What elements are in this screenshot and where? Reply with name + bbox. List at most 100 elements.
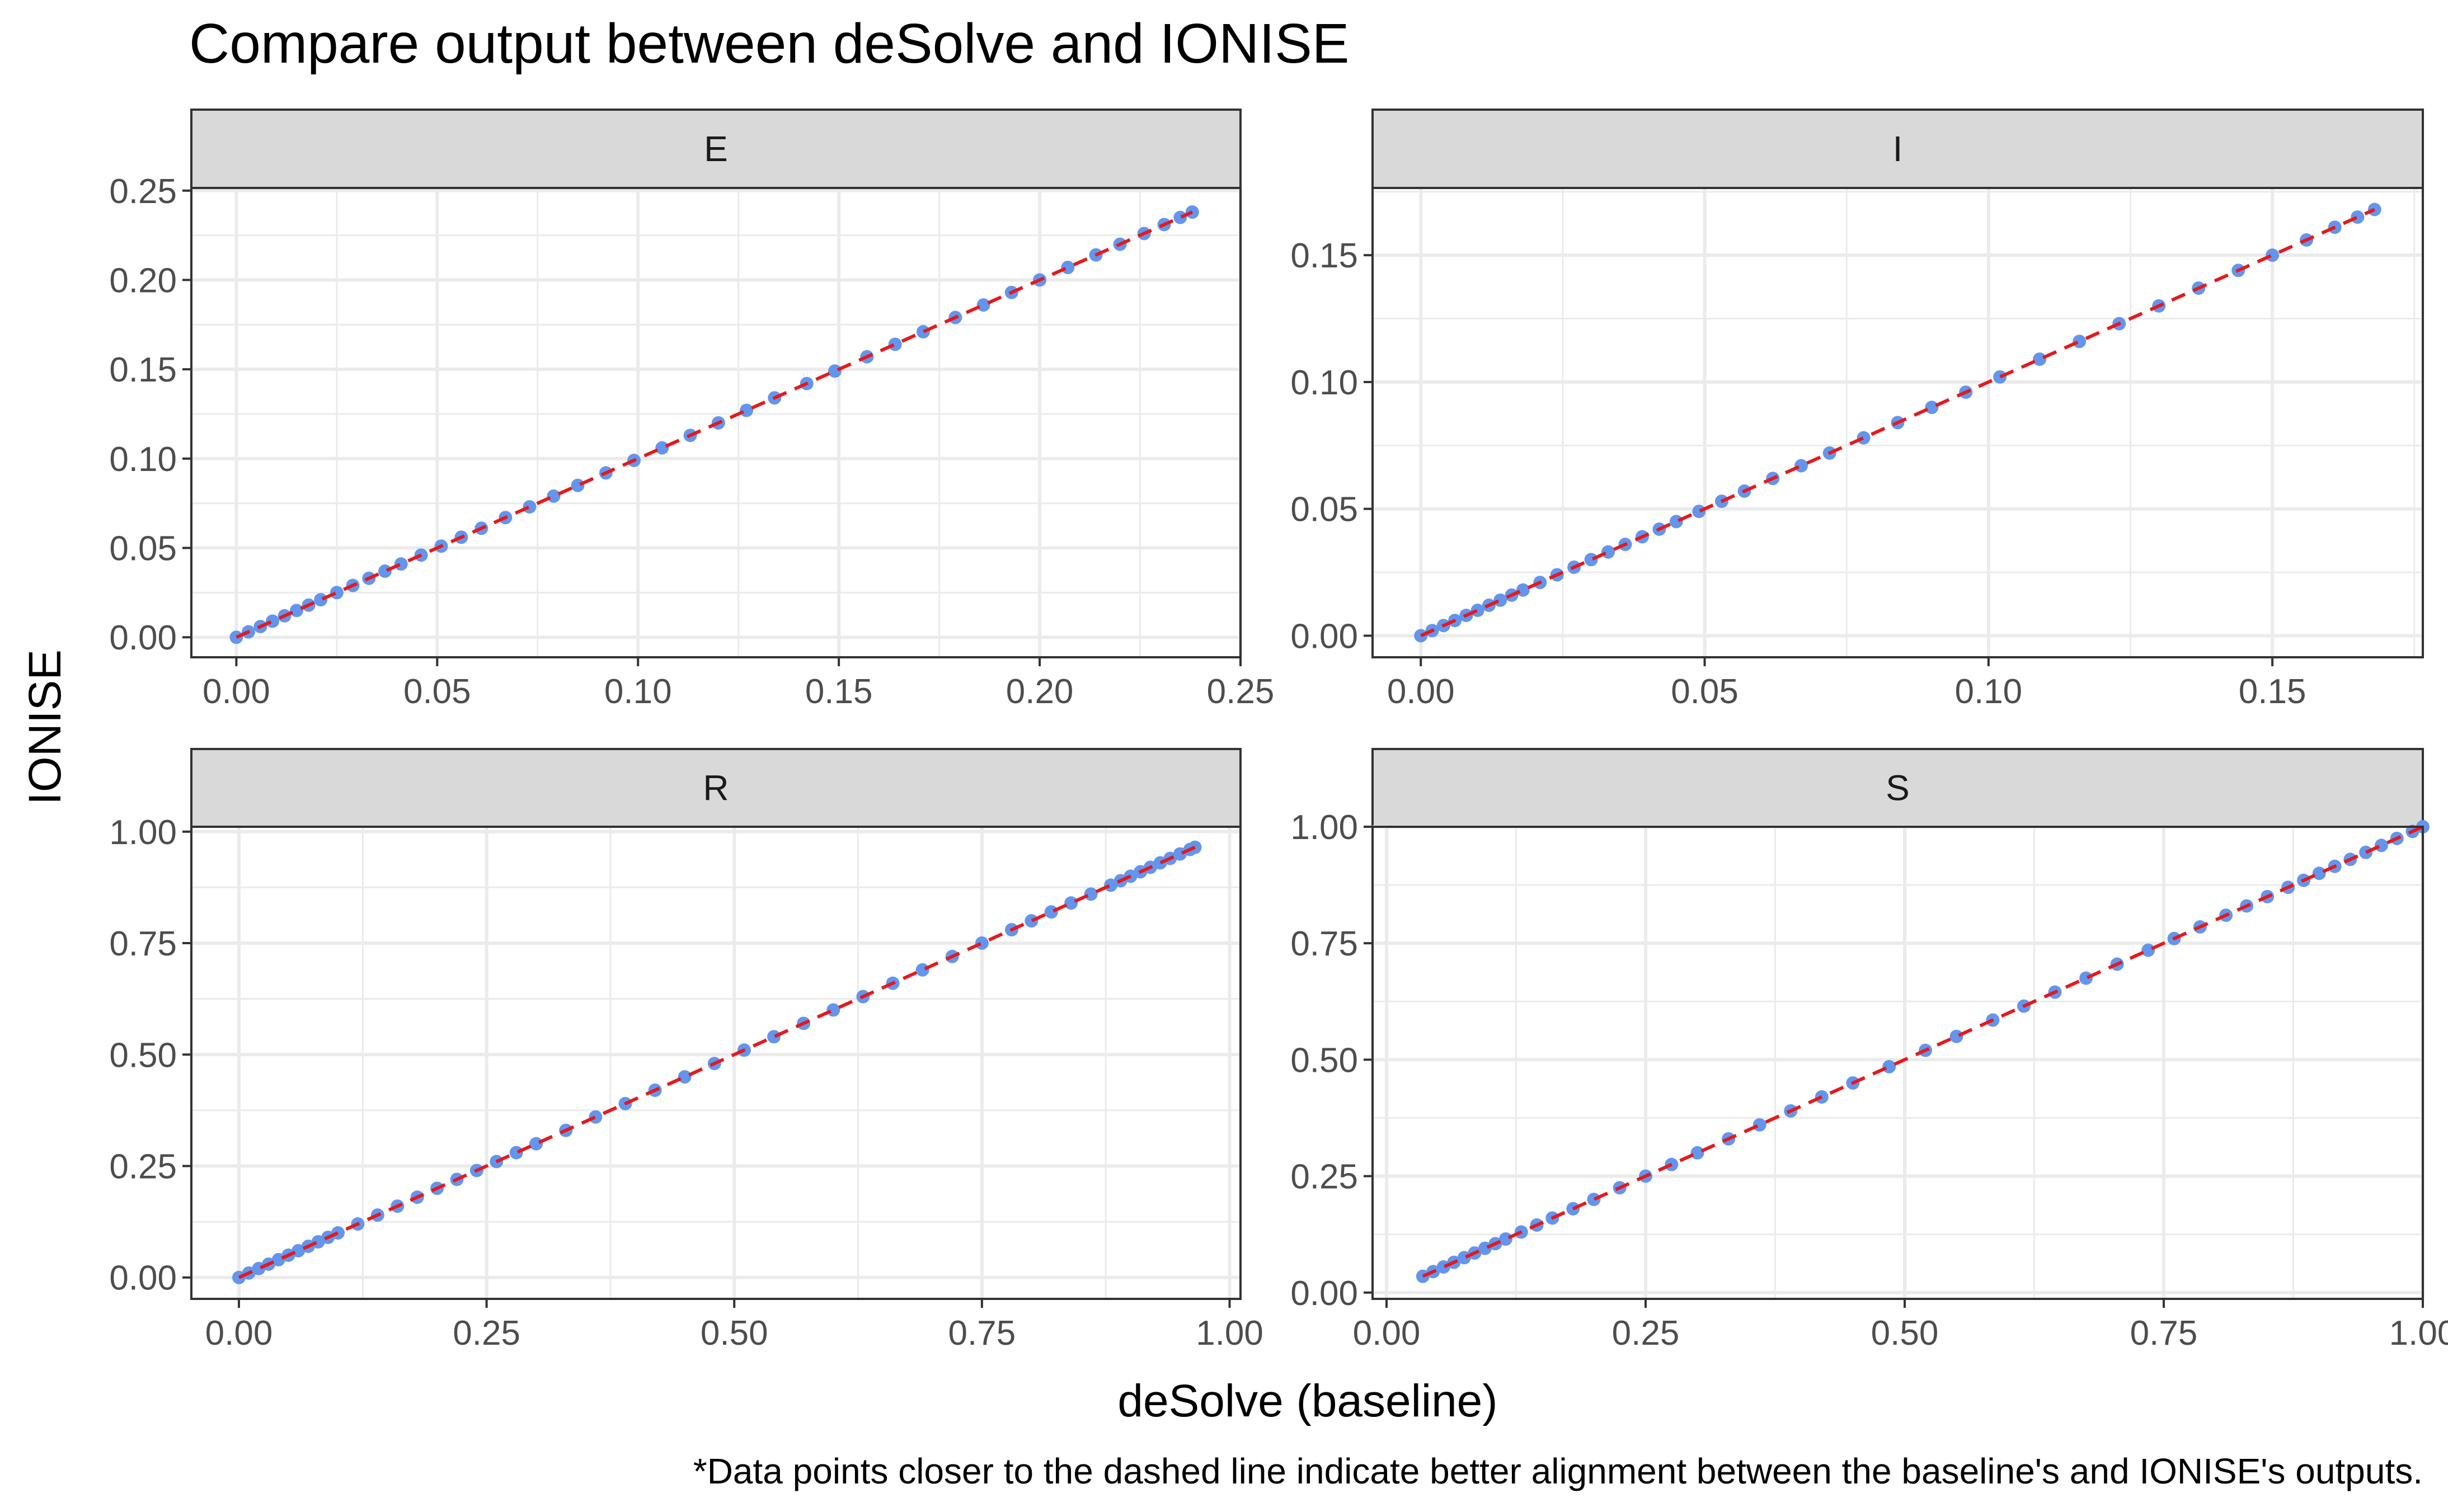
data-point [529,1137,543,1151]
panel-border-i [1371,187,2424,658]
data-point [378,564,392,578]
y-tick-label: 0.00 [109,1259,177,1298]
data-point [1692,505,1706,519]
x-tick-label: 1.00 [2389,1314,2448,1353]
x-tick-label: 0.25 [453,1314,520,1353]
data-point [1025,914,1039,928]
data-point [2073,335,2087,348]
data-point [1173,210,1187,224]
data-point [2312,866,2326,880]
data-point [655,441,669,455]
y-tick-label: 0.10 [109,440,177,479]
gridlines-r [191,827,1241,1299]
data-point [1690,1146,1704,1160]
y-tick-label: 0.25 [109,1148,177,1186]
data-point [394,557,408,571]
data-point [1498,1232,1512,1246]
data-point [1493,593,1507,607]
data-point [828,364,842,378]
data-point [330,586,344,600]
panel-border-e [190,187,1242,658]
y-tick-label: 0.20 [109,261,177,300]
y-tick-label: 1.00 [1290,808,1358,847]
x-axis-label: deSolve (baseline) [1117,1376,1497,1426]
y-tick-label: 0.50 [1290,1041,1358,1080]
x-tick-label: 0.15 [805,672,873,711]
data-point [740,403,754,417]
data-point [1044,905,1058,919]
reference-line-s [1422,825,2424,1278]
data-point [767,1030,781,1044]
y-axis-label: IONISE [20,649,71,805]
data-point [290,604,304,618]
data-point [1188,840,1202,854]
x-tick-label: 0.00 [203,672,270,711]
x-tick-label: 0.00 [1353,1314,1421,1353]
y-tick-label: 0.25 [1290,1158,1358,1197]
axes-s: 0.00 0.25 0.50 0.75 1.00 0.00 0.25 0.50 0.75 1.00 [1290,808,2448,1353]
data-point [266,614,280,628]
x-tick-label: 0.75 [2130,1314,2198,1353]
data-point [2351,210,2365,224]
x-tick-label: 0.20 [1006,672,1074,711]
data-point [826,1003,840,1017]
axes-i: 0.00 0.05 0.10 0.15 0.00 0.05 0.10 0.15 [1290,237,2306,711]
y-tick-label: 0.00 [1290,1274,1358,1313]
facet-label-i: I [1893,129,1903,169]
facet-label-e: E [704,129,728,169]
panel-i: I 0.00 0.05 0.10 0.15 0.00 0.05 0.10 0.15 [1290,109,2424,711]
reference-line-r [238,845,1196,1279]
data-point [1882,1059,1896,1073]
data-point [589,1110,603,1124]
x-tick-label: 1.00 [1196,1314,1263,1353]
data-point [2266,248,2280,262]
axes-r: 0.00 0.25 0.50 0.75 1.00 0.00 0.25 0.50 0.75 1.00 [109,813,1263,1353]
data-point [1516,583,1530,597]
y-tick-label: 0.15 [109,351,177,389]
x-tick-label: 0.50 [1871,1314,1939,1353]
y-tick-label: 0.00 [109,619,177,657]
data-point [2374,839,2388,852]
data-point [888,337,902,351]
panel-r: R 0.00 0.25 0.50 0.75 1.00 0.00 0.25 0.50 0.75 1.0… [109,748,1263,1353]
data-point [1925,401,1939,414]
reference-line-i [1420,208,2375,638]
x-tick-label: 0.25 [1612,1314,1680,1353]
chart-title: Compare output between deSolve and IONIS… [189,12,1350,75]
y-tick-label: 0.25 [109,172,177,211]
data-point [547,489,561,503]
data-point [2141,943,2155,957]
data-point [2359,845,2373,859]
data-point [1436,1260,1450,1274]
data-point [915,963,929,977]
panel-e: E 0.00 0.05 0.10 0.15 0.20 0.25 0.00 0.05 0.10 0.1… [109,109,1274,711]
data-point [975,936,989,950]
data-point [1587,1193,1601,1207]
data-point [1061,261,1075,275]
y-tick-label: 0.00 [1290,617,1358,656]
y-tick-label: 1.00 [109,813,177,852]
facet-strip-r [190,748,1242,828]
x-tick-label: 0.05 [1671,672,1738,711]
data-point [1949,1029,1963,1043]
data-point [523,500,537,514]
y-tick-label: 0.05 [109,530,177,568]
gridlines-i [1373,188,2423,657]
panel-border-s [1371,826,2424,1300]
data-point [331,1226,345,1240]
data-point [1470,604,1484,618]
x-tick-label: 0.00 [1387,672,1455,711]
data-point [1457,1251,1471,1265]
x-tick-label: 0.50 [701,1314,768,1353]
data-point [1669,515,1683,529]
data-point [1857,431,1871,445]
facet-strip-s [1371,748,2424,828]
x-tick-label: 0.05 [403,672,471,711]
y-tick-label: 0.10 [1290,364,1358,402]
data-point [509,1146,523,1160]
data-point [1084,887,1098,901]
facet-label-r: R [703,768,729,808]
panel-border-r [190,826,1242,1300]
data-point [1478,1241,1492,1255]
